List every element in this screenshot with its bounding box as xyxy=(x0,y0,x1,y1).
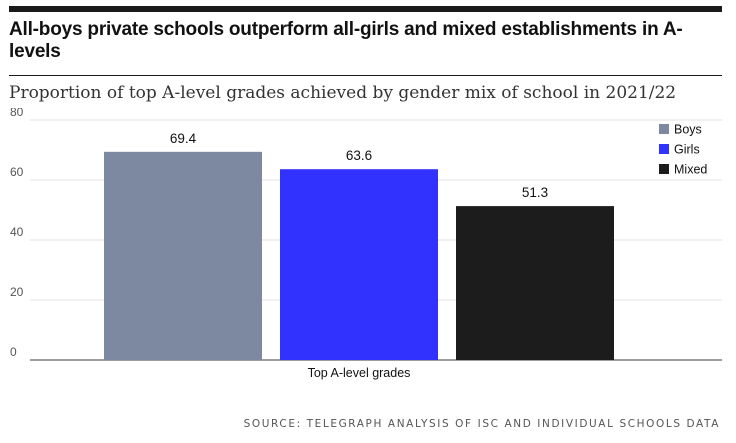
x-axis: Top A-level grades xyxy=(308,366,411,380)
y-tick-label: 20 xyxy=(10,285,24,299)
bar-chart: 0 20 40 60 80 69.4 63.6 51.3 Top A-level grade… xyxy=(10,108,722,380)
data-label-girls: 63.6 xyxy=(346,148,372,163)
y-tick-label: 40 xyxy=(10,225,24,239)
y-axis-ticks: 0 20 40 60 80 xyxy=(10,108,24,359)
header-top-bar xyxy=(9,6,722,12)
legend-swatch-boys[interactable] xyxy=(659,124,669,134)
legend-label-mixed[interactable]: Mixed xyxy=(674,163,707,177)
y-tick-label: 80 xyxy=(10,108,24,119)
y-tick-label: 0 xyxy=(10,345,17,359)
legend-swatch-mixed[interactable] xyxy=(659,164,669,174)
legend-swatch-girls[interactable] xyxy=(659,144,669,154)
legend-label-girls[interactable]: Girls xyxy=(674,143,700,157)
x-category-label: Top A-level grades xyxy=(308,366,411,380)
bars xyxy=(104,151,614,360)
data-labels: 69.4 63.6 51.3 xyxy=(170,131,548,200)
legend[interactable]: Boys Girls Mixed xyxy=(659,123,707,177)
bar-girls[interactable] xyxy=(280,169,438,360)
header-divider xyxy=(9,75,722,76)
bar-mixed[interactable] xyxy=(456,206,614,360)
chart-headline: All-boys private schools outperform all-… xyxy=(9,19,683,62)
data-label-boys: 69.4 xyxy=(170,131,197,146)
source-note: SOURCE: TELEGRAPH ANALYSIS OF ISC AND IN… xyxy=(243,418,720,430)
bar-boys[interactable] xyxy=(104,151,262,360)
data-label-mixed: 51.3 xyxy=(522,185,548,200)
legend-label-boys[interactable]: Boys xyxy=(674,123,702,137)
y-tick-label: 60 xyxy=(10,165,24,179)
chart-subtitle: Proportion of top A-level grades achieve… xyxy=(9,83,677,103)
